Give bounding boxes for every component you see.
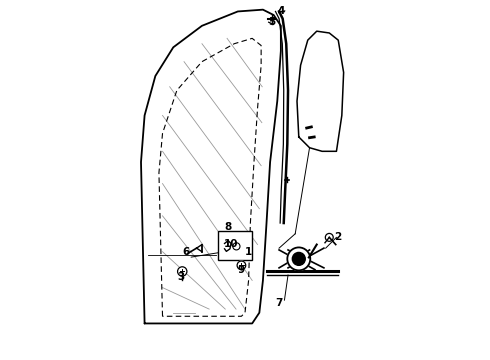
Circle shape xyxy=(287,247,310,270)
Circle shape xyxy=(237,261,245,270)
Text: 9: 9 xyxy=(238,265,245,275)
Text: 2: 2 xyxy=(335,232,342,242)
Circle shape xyxy=(233,243,240,250)
Circle shape xyxy=(177,267,187,276)
Bar xyxy=(218,231,252,260)
Text: 7: 7 xyxy=(275,298,283,308)
Text: 5: 5 xyxy=(268,17,275,27)
Text: 6: 6 xyxy=(182,247,190,257)
Text: 10: 10 xyxy=(223,239,238,249)
Circle shape xyxy=(325,233,333,241)
Text: 8: 8 xyxy=(224,222,231,232)
Text: 4: 4 xyxy=(277,6,285,17)
Text: 1: 1 xyxy=(245,247,252,257)
Circle shape xyxy=(293,252,305,265)
Text: 3: 3 xyxy=(177,272,184,282)
